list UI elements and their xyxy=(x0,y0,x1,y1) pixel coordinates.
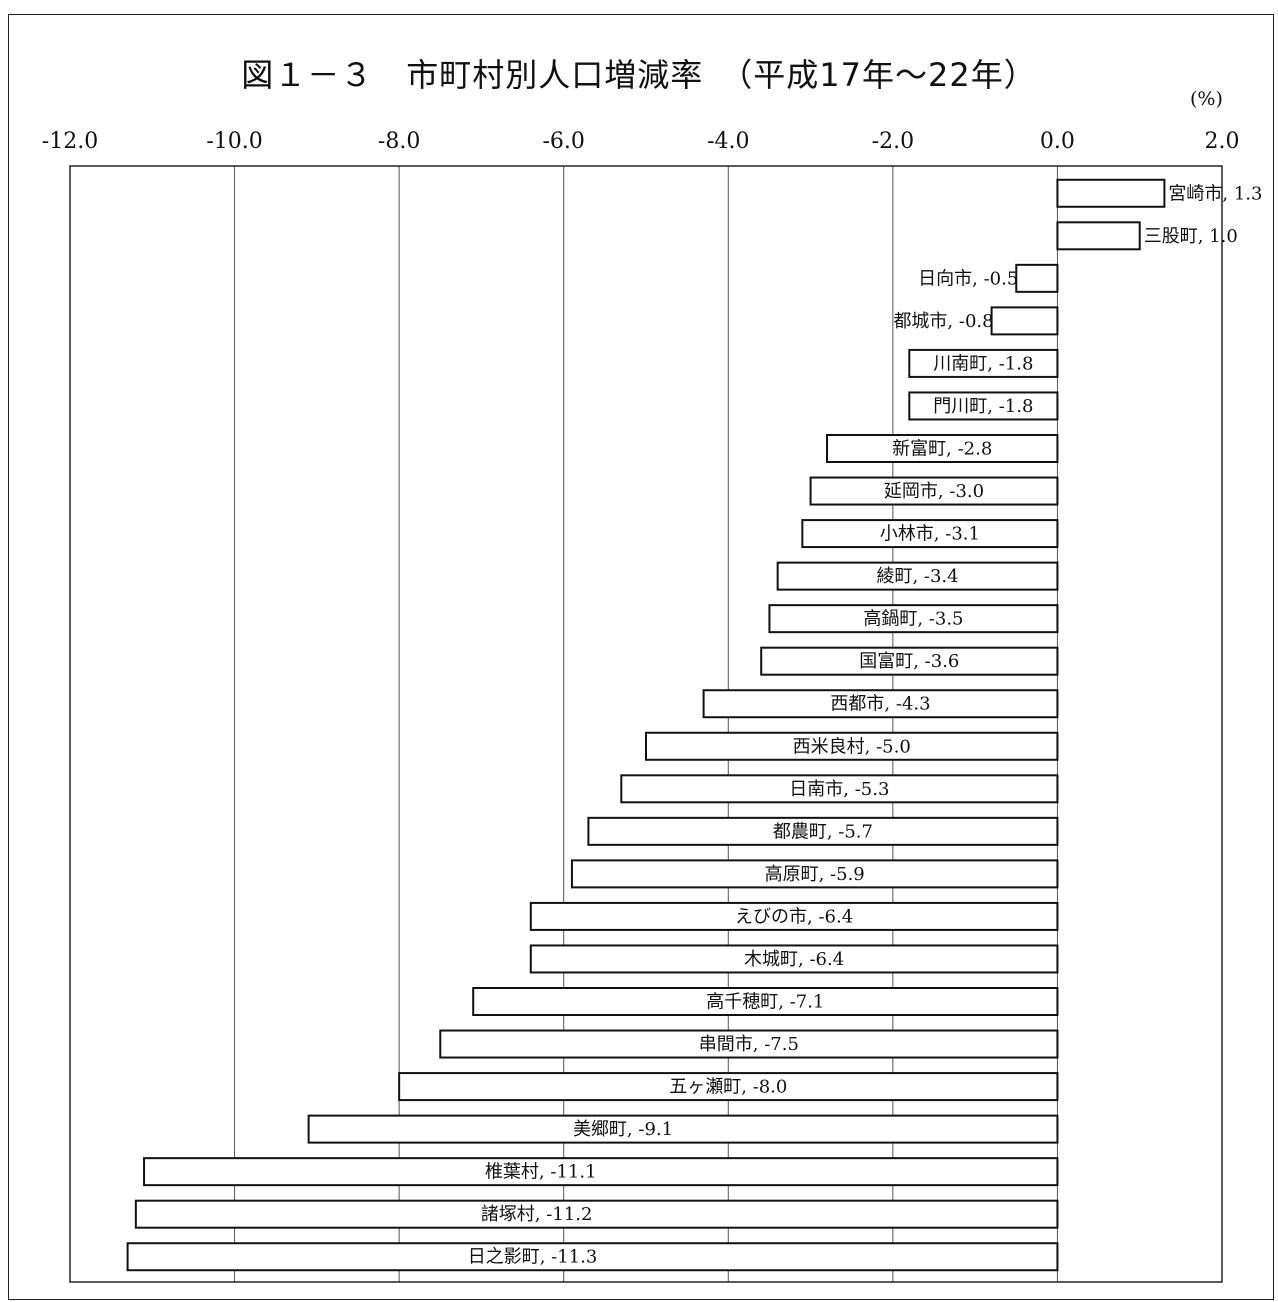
bar xyxy=(439,1029,1059,1059)
x-tick-label: -12.0 xyxy=(42,129,98,154)
bar xyxy=(620,774,1059,804)
bar-label: 日南市, -5.3 xyxy=(789,779,889,800)
bar-label: 宮崎市, 1.3 xyxy=(1168,183,1262,204)
bar xyxy=(1015,263,1059,293)
grid-lines xyxy=(234,166,1058,1282)
x-tick-label: -2.0 xyxy=(872,129,914,154)
unit-label: (%) xyxy=(1190,88,1223,110)
chart-title: 図１－３ 市町村別人口増減率 （平成17年～22年） xyxy=(241,56,1037,94)
bar-label: 木城町, -6.4 xyxy=(744,949,844,970)
bar-label: 西都市, -4.3 xyxy=(830,694,930,715)
bar xyxy=(776,561,1059,591)
bar-label: 日向市, -0.5 xyxy=(918,268,1018,289)
bar-label: 高千穂町, -7.1 xyxy=(706,992,824,1013)
bar xyxy=(990,306,1059,336)
bar-label: 西米良村, -5.0 xyxy=(793,736,911,757)
bar-label: 五ヶ瀬町, -8.0 xyxy=(669,1077,787,1098)
bar xyxy=(126,1242,1059,1272)
bar-label: 三股町, 1.0 xyxy=(1144,226,1238,247)
bar-label: 小林市, -3.1 xyxy=(880,524,980,545)
bar-label: 高原町, -5.9 xyxy=(765,864,865,885)
bar xyxy=(143,1157,1059,1187)
bar-label: 都城市, -0.8 xyxy=(893,311,993,332)
bar xyxy=(307,1114,1059,1144)
bar-label: 串間市, -7.5 xyxy=(699,1034,799,1055)
bar-label: 川南町, -1.8 xyxy=(933,353,1033,374)
plot-area xyxy=(69,165,1223,1283)
bar xyxy=(908,391,1059,421)
x-axis-ticks: -12.0 -10.0 -8.0 -6.0 -4.0 -2.0 0.0 2.0 xyxy=(42,129,1240,154)
bar-label: 高鍋町, -3.5 xyxy=(863,609,963,630)
bar xyxy=(587,816,1059,846)
bar xyxy=(826,434,1059,463)
bar xyxy=(801,519,1059,549)
bar xyxy=(529,944,1059,974)
chart-frame xyxy=(8,14,1274,1300)
x-tick-label: -4.0 xyxy=(707,129,749,154)
x-tick-label: 0.0 xyxy=(1040,129,1075,154)
bar xyxy=(1056,178,1166,208)
bar xyxy=(702,689,1059,719)
bar-label: えびの市, -6.4 xyxy=(735,906,853,927)
x-tick-label: -10.0 xyxy=(206,129,262,154)
bar-label: 延岡市, -3.0 xyxy=(884,481,984,502)
bar xyxy=(908,348,1059,378)
bar xyxy=(645,731,1059,761)
bar-label: 新富町, -2.8 xyxy=(892,439,992,460)
bar-label: 都農町, -5.7 xyxy=(773,821,873,842)
bar-label: 日之影町, -11.3 xyxy=(468,1247,598,1268)
bar xyxy=(134,1199,1059,1229)
bars: 宮崎市, 1.3 三股町, 1.0 日向市, -0.5 都城市, -0.8 川南町, -… xyxy=(126,178,1262,1272)
x-tick-label: -8.0 xyxy=(378,129,420,154)
bar-label: 門川町, -1.8 xyxy=(933,396,1033,417)
bar-label: 美郷町, -9.1 xyxy=(573,1119,673,1140)
x-tick-label: -6.0 xyxy=(543,129,585,154)
bar xyxy=(570,859,1059,889)
bar xyxy=(768,604,1059,634)
bar-label: 椎葉村, -11.1 xyxy=(485,1162,597,1183)
bar xyxy=(529,901,1059,931)
bar-label: 国富町, -3.6 xyxy=(859,651,959,672)
bar-label: 諸塚村, -11.2 xyxy=(481,1204,593,1225)
bar xyxy=(472,987,1059,1016)
bar xyxy=(1056,221,1141,251)
x-tick-label: 2.0 xyxy=(1205,129,1240,154)
bar xyxy=(809,476,1059,506)
bar-label: 綾町, -3.4 xyxy=(876,566,958,587)
bar xyxy=(760,646,1059,676)
bar xyxy=(398,1072,1059,1102)
